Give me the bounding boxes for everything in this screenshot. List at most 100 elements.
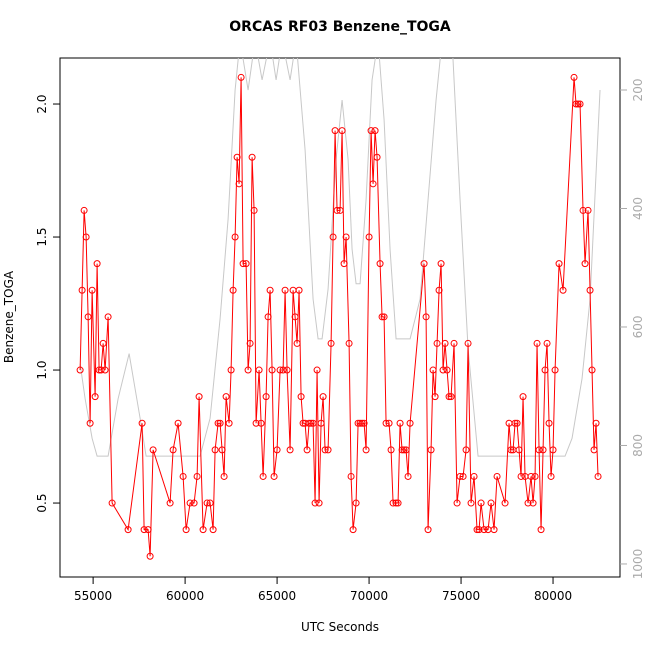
- point: [590, 446, 598, 454]
- point: [570, 73, 578, 81]
- point: [342, 233, 350, 241]
- point: [244, 366, 252, 374]
- plot-area: [76, 58, 602, 560]
- point: [174, 419, 182, 427]
- point: [166, 499, 174, 507]
- point: [250, 206, 258, 214]
- point: [493, 472, 501, 480]
- point: [533, 339, 541, 347]
- point: [233, 153, 241, 161]
- point: [270, 472, 278, 480]
- point: [555, 260, 563, 268]
- point: [195, 393, 203, 401]
- y-tick-label: 0.5: [35, 494, 49, 513]
- point: [199, 526, 207, 534]
- point: [138, 419, 146, 427]
- point: [402, 446, 410, 454]
- point: [319, 393, 327, 401]
- point: [367, 127, 375, 135]
- point: [549, 446, 557, 454]
- point: [394, 499, 402, 507]
- point: [99, 339, 107, 347]
- point: [225, 419, 233, 427]
- point: [321, 446, 329, 454]
- point: [345, 339, 353, 347]
- point: [124, 526, 132, 534]
- point: [406, 419, 414, 427]
- point: [427, 446, 435, 454]
- point: [579, 206, 587, 214]
- point: [239, 260, 247, 268]
- point: [490, 526, 498, 534]
- y-tick-label: 1.5: [35, 227, 49, 246]
- point: [576, 100, 584, 108]
- point: [420, 260, 428, 268]
- point: [517, 472, 525, 480]
- point: [594, 472, 602, 480]
- point: [231, 233, 239, 241]
- point: [424, 526, 432, 534]
- point: [400, 446, 408, 454]
- point: [286, 446, 294, 454]
- series-line: [79, 58, 601, 457]
- point: [104, 313, 112, 321]
- point: [108, 499, 116, 507]
- point: [586, 286, 594, 294]
- point: [581, 260, 589, 268]
- x-tick-label: 80000: [534, 589, 572, 603]
- x-tick-label: 75000: [442, 589, 480, 603]
- point: [378, 313, 386, 321]
- point: [513, 419, 521, 427]
- point: [222, 393, 230, 401]
- point: [295, 286, 303, 294]
- point: [459, 472, 467, 480]
- point: [470, 472, 478, 480]
- plot-frame: [59, 57, 621, 578]
- point: [338, 127, 346, 135]
- point: [262, 393, 270, 401]
- point: [268, 366, 276, 374]
- point: [220, 472, 228, 480]
- point: [333, 206, 341, 214]
- point: [78, 286, 86, 294]
- point: [257, 419, 265, 427]
- point: [255, 366, 263, 374]
- point: [149, 446, 157, 454]
- point: [435, 286, 443, 294]
- point: [305, 419, 313, 427]
- point: [392, 499, 400, 507]
- point: [443, 366, 451, 374]
- y2-tick-label: 800: [631, 434, 645, 457]
- point: [336, 206, 344, 214]
- point: [91, 393, 99, 401]
- y2-tick-label: 600: [631, 316, 645, 339]
- point: [369, 180, 377, 188]
- x-axis-label: UTC Seconds: [301, 620, 379, 634]
- point: [211, 446, 219, 454]
- point: [464, 339, 472, 347]
- point: [376, 260, 384, 268]
- point: [360, 419, 368, 427]
- point: [480, 526, 488, 534]
- point: [545, 419, 553, 427]
- point: [487, 499, 495, 507]
- point: [507, 446, 515, 454]
- point: [445, 393, 453, 401]
- point: [358, 419, 366, 427]
- y-tick-label: 2.0: [35, 94, 49, 113]
- point: [396, 419, 404, 427]
- point: [84, 313, 92, 321]
- point: [97, 366, 105, 374]
- point: [462, 446, 470, 454]
- point: [291, 313, 299, 321]
- y2-tick-label: 1000: [631, 549, 645, 580]
- x-tick-label: 70000: [350, 589, 388, 603]
- point: [529, 499, 537, 507]
- point: [76, 366, 84, 374]
- point: [297, 393, 305, 401]
- point: [273, 446, 281, 454]
- point: [352, 499, 360, 507]
- point: [537, 526, 545, 534]
- point: [437, 260, 445, 268]
